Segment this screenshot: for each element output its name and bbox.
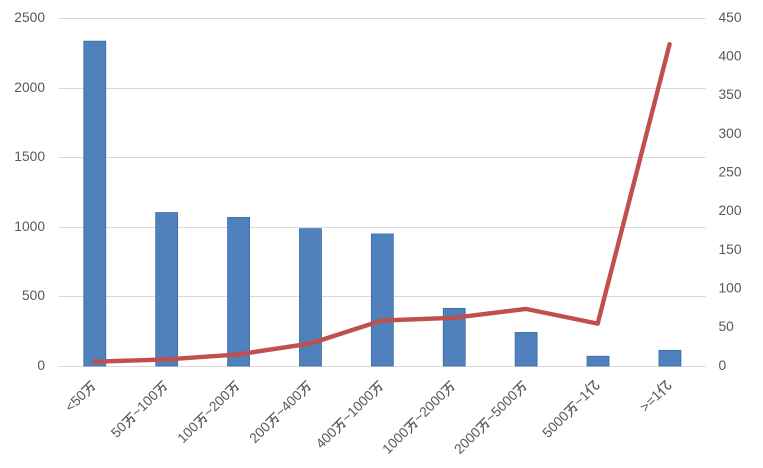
svg-text:50: 50 — [719, 319, 735, 334]
svg-text:200: 200 — [719, 203, 742, 218]
svg-text:250: 250 — [719, 165, 742, 180]
svg-text:150: 150 — [719, 242, 742, 257]
svg-text:0: 0 — [719, 358, 727, 373]
svg-text:2500: 2500 — [14, 10, 45, 25]
svg-text:1500: 1500 — [14, 149, 45, 164]
svg-text:500: 500 — [22, 288, 45, 303]
svg-text:2000: 2000 — [14, 80, 45, 95]
svg-text:300: 300 — [719, 126, 742, 141]
svg-text:100: 100 — [719, 281, 742, 296]
svg-text:350: 350 — [719, 87, 742, 102]
svg-text:0: 0 — [37, 358, 45, 373]
svg-text:1000: 1000 — [14, 219, 45, 234]
svg-text:450: 450 — [719, 10, 742, 25]
svg-text:400: 400 — [719, 49, 742, 64]
